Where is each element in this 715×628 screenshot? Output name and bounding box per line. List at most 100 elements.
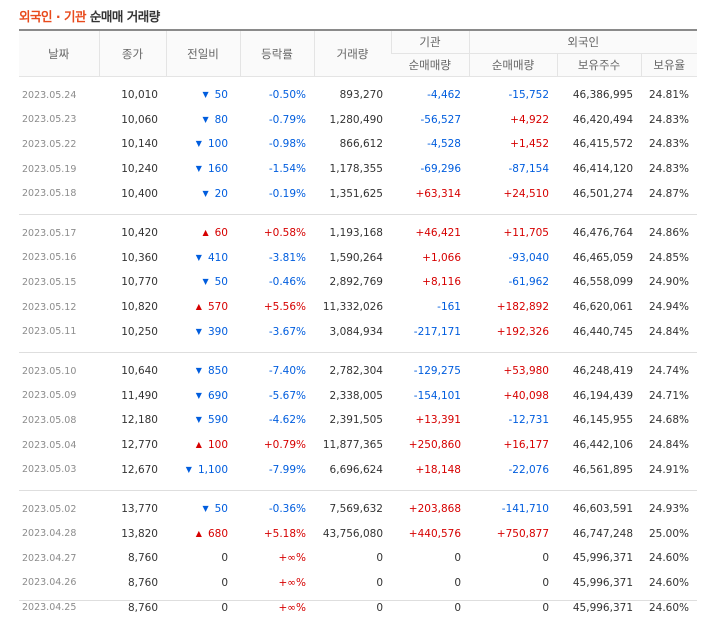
- volume-cell: 3,084,934: [329, 325, 383, 338]
- group-bottom-gap: [19, 482, 697, 491]
- close-price-cell: 12,670: [121, 463, 158, 476]
- change-value: 850: [207, 365, 228, 378]
- rate-cell: +5.18%: [263, 527, 306, 540]
- arrow-down-icon: ▼: [195, 390, 202, 400]
- date-cell: 2023.05.22: [22, 138, 77, 150]
- date-cell: 2023.05.02: [22, 503, 77, 515]
- group-bottom-gap: [19, 344, 697, 353]
- close-price-cell: 12,770: [121, 439, 158, 452]
- volume-cell: 1,280,490: [329, 113, 383, 126]
- date-cell: 2023.05.08: [22, 414, 77, 426]
- institution-net-cell: +203,868: [408, 503, 461, 516]
- group-bottom-gap-cell: [19, 620, 697, 628]
- institution-net-cell: -69,296: [420, 163, 461, 176]
- page-title: 외국인 · 기관 순매매 거래량: [19, 6, 160, 25]
- table-row: 2023.04.28 13,820 ▲ 680 +5.18% 43,756,080 +440…: [19, 522, 697, 547]
- holdings-cell: 46,386,995: [572, 89, 633, 102]
- holdings-cell: 46,420,494: [572, 113, 633, 126]
- change-cell: ▲ 60: [166, 221, 240, 246]
- change-cell: 0: [166, 546, 240, 571]
- table-bottom-divider: [19, 600, 697, 601]
- holding-ratio-cell: 24.68%: [648, 414, 689, 427]
- change-cell: ▼ 690: [166, 384, 240, 409]
- institution-net-cell: +18,148: [415, 463, 461, 476]
- foreign-net-cell: 0: [542, 576, 549, 589]
- holdings-cell: 46,558,099: [572, 276, 633, 289]
- rate-cell: -0.36%: [268, 503, 306, 516]
- holding-ratio-cell: 24.60%: [648, 576, 689, 589]
- change-value: 0: [221, 576, 228, 589]
- table-row: 2023.04.26 8,760 0 +∞% 0 0 0 45,996,371 24.60%: [19, 571, 697, 596]
- volume-cell: 2,338,005: [329, 389, 383, 402]
- volume-cell: 866,612: [339, 138, 383, 151]
- change-value: 20: [214, 187, 228, 200]
- header-holdings: 보유주수: [556, 53, 641, 77]
- volume-cell: 0: [376, 601, 383, 614]
- arrow-up-icon: ▲: [202, 228, 209, 238]
- volume-cell: 1,193,168: [329, 227, 383, 240]
- header-institution-group: 기관: [390, 29, 469, 54]
- change-value: 570: [207, 301, 228, 314]
- change-value: 0: [221, 552, 228, 565]
- date-cell: 2023.04.25: [22, 602, 77, 614]
- date-cell: 2023.05.12: [22, 301, 77, 313]
- table-row: 2023.05.17 10,420 ▲ 60 +0.58% 1,193,168 +46,42…: [19, 221, 697, 246]
- close-price-cell: 10,420: [121, 227, 158, 240]
- institution-net-cell: +46,421: [415, 227, 461, 240]
- group-divider: [19, 352, 697, 353]
- rate-cell: -1.54%: [268, 163, 306, 176]
- change-cell: ▼ 850: [166, 359, 240, 384]
- change-cell: ▼ 50: [166, 270, 240, 295]
- table-body: 2023.05.24 10,010 ▼ 50 -0.50% 893,270 -4,462 -1…: [19, 77, 697, 628]
- volume-cell: 2,782,304: [329, 365, 383, 378]
- close-price-cell: 10,820: [121, 301, 158, 314]
- volume-cell: 11,877,365: [322, 439, 383, 452]
- arrow-up-icon: ▲: [195, 528, 202, 538]
- table-row: 2023.04.25 8,760 0 +∞% 0 0 0 45,996,371 24.60%: [19, 595, 697, 620]
- change-cell: ▼ 410: [166, 246, 240, 271]
- date-cell: 2023.04.28: [22, 528, 77, 540]
- table-row: 2023.05.19 10,240 ▼ 160 -1.54% 1,178,355 -69,2…: [19, 157, 697, 182]
- holding-ratio-cell: 24.84%: [648, 325, 689, 338]
- change-value: 590: [207, 414, 228, 427]
- holdings-cell: 46,145,955: [572, 414, 633, 427]
- close-price-cell: 10,360: [121, 251, 158, 264]
- group-bottom-gap: [19, 620, 697, 628]
- foreign-net-cell: +182,892: [496, 301, 549, 314]
- holdings-cell: 45,996,371: [572, 601, 633, 614]
- holding-ratio-cell: 24.94%: [648, 301, 689, 314]
- institution-net-cell: -217,171: [413, 325, 461, 338]
- change-cell: ▼ 160: [166, 157, 240, 182]
- foreign-net-cell: +24,510: [503, 187, 549, 200]
- group-divider-cell: [19, 214, 697, 215]
- change-value: 50: [214, 503, 228, 516]
- table-row: 2023.05.12 10,820 ▲ 570 +5.56% 11,332,026 -161…: [19, 295, 697, 320]
- rate-cell: -0.19%: [268, 187, 306, 200]
- date-cell: 2023.05.24: [22, 89, 77, 101]
- header-date: 날짜: [19, 29, 99, 77]
- rate-cell: -3.81%: [268, 251, 306, 264]
- holding-ratio-cell: 24.83%: [648, 138, 689, 151]
- holdings-cell: 46,603,591: [572, 503, 633, 516]
- volume-cell: 7,569,632: [329, 503, 383, 516]
- date-cell: 2023.05.15: [22, 276, 77, 288]
- date-cell: 2023.05.19: [22, 163, 77, 175]
- close-price-cell: 11,490: [121, 389, 158, 402]
- date-cell: 2023.05.11: [22, 326, 77, 338]
- change-cell: ▼ 50: [166, 83, 240, 108]
- table-row: 2023.05.22 10,140 ▼ 100 -0.98% 866,612 -4,528 +…: [19, 132, 697, 157]
- holdings-cell: 46,501,274: [572, 187, 633, 200]
- header-change: 전일비: [165, 29, 240, 77]
- volume-cell: 1,351,625: [329, 187, 383, 200]
- change-cell: ▲ 570: [166, 295, 240, 320]
- title-institution: 기관: [63, 9, 87, 24]
- holdings-cell: 46,194,439: [572, 389, 633, 402]
- rate-cell: +5.56%: [263, 301, 306, 314]
- holdings-cell: 46,476,764: [572, 227, 633, 240]
- institution-net-cell: -4,462: [427, 89, 461, 102]
- change-cell: ▼ 1,100: [166, 457, 240, 482]
- arrow-down-icon: ▼: [195, 164, 202, 174]
- institution-net-cell: -154,101: [413, 389, 461, 402]
- close-price-cell: 13,770: [121, 503, 158, 516]
- foreign-net-cell: -12,731: [508, 414, 549, 427]
